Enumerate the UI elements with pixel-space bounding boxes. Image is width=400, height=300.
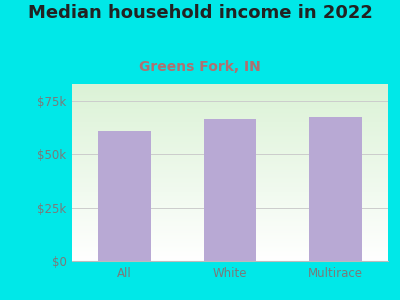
- Text: Median household income in 2022: Median household income in 2022: [28, 4, 372, 22]
- Bar: [309, 117, 362, 261]
- Bar: [98, 131, 151, 261]
- Bar: [204, 119, 256, 261]
- Text: Greens Fork, IN: Greens Fork, IN: [139, 60, 261, 74]
